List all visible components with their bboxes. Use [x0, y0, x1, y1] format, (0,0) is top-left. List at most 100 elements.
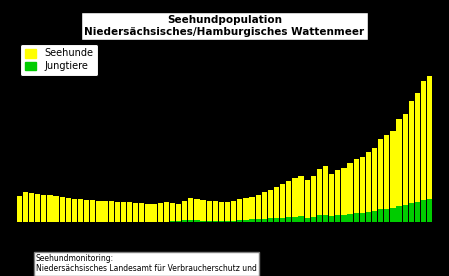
Bar — [323, 215, 328, 222]
Bar — [109, 201, 114, 222]
Bar — [127, 203, 132, 222]
Bar — [133, 203, 138, 222]
Bar — [421, 81, 426, 200]
Bar — [427, 76, 432, 199]
Bar — [182, 221, 187, 222]
Bar — [384, 135, 389, 209]
Bar — [237, 220, 242, 222]
Bar — [250, 219, 255, 222]
Bar — [225, 221, 230, 222]
Bar — [311, 176, 316, 217]
Bar — [35, 194, 40, 222]
Title: Seehundpopulation
Niedersächsisches/Hamburgisches Wattenmeer: Seehundpopulation Niedersächsisches/Hamb… — [84, 15, 365, 37]
Bar — [304, 181, 310, 217]
Bar — [237, 200, 242, 220]
Bar — [17, 196, 22, 222]
Bar — [194, 221, 199, 222]
Text: Seehundmonitoring:
Niedersächsisches Landesamt für Verbraucherschutz und: Seehundmonitoring: Niedersächsisches Lan… — [36, 254, 257, 273]
Bar — [378, 139, 383, 209]
Bar — [188, 220, 194, 222]
Bar — [213, 201, 218, 221]
Bar — [145, 204, 150, 222]
Bar — [102, 201, 108, 222]
Bar — [286, 217, 291, 222]
Bar — [354, 159, 359, 213]
Bar — [225, 202, 230, 221]
Bar — [213, 221, 218, 222]
Bar — [409, 102, 414, 203]
Bar — [360, 156, 365, 213]
Bar — [415, 94, 420, 202]
Bar — [194, 200, 199, 221]
Bar — [66, 198, 71, 222]
Bar — [311, 217, 316, 222]
Bar — [219, 221, 224, 222]
Bar — [243, 220, 249, 222]
Bar — [268, 218, 273, 222]
Bar — [72, 199, 77, 222]
Bar — [207, 201, 212, 221]
Bar — [317, 215, 322, 222]
Bar — [396, 206, 402, 222]
Bar — [329, 174, 335, 216]
Bar — [378, 209, 383, 222]
Bar — [262, 192, 267, 219]
Bar — [170, 221, 175, 222]
Bar — [348, 163, 352, 214]
Bar — [262, 219, 267, 222]
Bar — [268, 190, 273, 218]
Bar — [231, 201, 236, 221]
Bar — [188, 198, 194, 220]
Legend: Seehunde, Jungtiere: Seehunde, Jungtiere — [20, 44, 98, 76]
Bar — [335, 216, 340, 222]
Bar — [292, 217, 298, 222]
Bar — [299, 216, 304, 222]
Bar — [78, 200, 83, 222]
Bar — [84, 200, 89, 222]
Bar — [341, 168, 347, 215]
Bar — [348, 214, 352, 222]
Bar — [390, 131, 396, 208]
Bar — [170, 203, 175, 221]
Bar — [403, 114, 408, 205]
Bar — [255, 219, 261, 222]
Bar — [292, 178, 298, 217]
Bar — [97, 201, 101, 222]
Bar — [176, 204, 181, 221]
Bar — [409, 203, 414, 222]
Bar — [200, 221, 206, 222]
Bar — [280, 184, 285, 217]
Bar — [182, 201, 187, 221]
Bar — [47, 195, 53, 222]
Bar — [403, 205, 408, 222]
Bar — [255, 195, 261, 219]
Bar — [341, 215, 347, 222]
Bar — [360, 213, 365, 222]
Bar — [354, 213, 359, 222]
Bar — [274, 187, 279, 218]
Bar — [158, 203, 163, 222]
Bar — [317, 169, 322, 215]
Bar — [304, 217, 310, 222]
Bar — [41, 195, 46, 222]
Bar — [250, 197, 255, 219]
Bar — [243, 198, 249, 220]
Bar — [164, 203, 169, 222]
Bar — [29, 193, 34, 222]
Bar — [396, 119, 402, 206]
Bar — [53, 196, 59, 222]
Bar — [200, 200, 206, 221]
Bar — [335, 170, 340, 216]
Bar — [323, 166, 328, 215]
Bar — [176, 221, 181, 222]
Bar — [60, 198, 65, 222]
Bar — [207, 221, 212, 222]
Bar — [329, 216, 335, 222]
Bar — [139, 203, 145, 222]
Bar — [372, 211, 377, 222]
Bar — [384, 209, 389, 222]
Bar — [274, 218, 279, 222]
Bar — [219, 202, 224, 221]
Bar — [90, 200, 95, 222]
Bar — [280, 217, 285, 222]
